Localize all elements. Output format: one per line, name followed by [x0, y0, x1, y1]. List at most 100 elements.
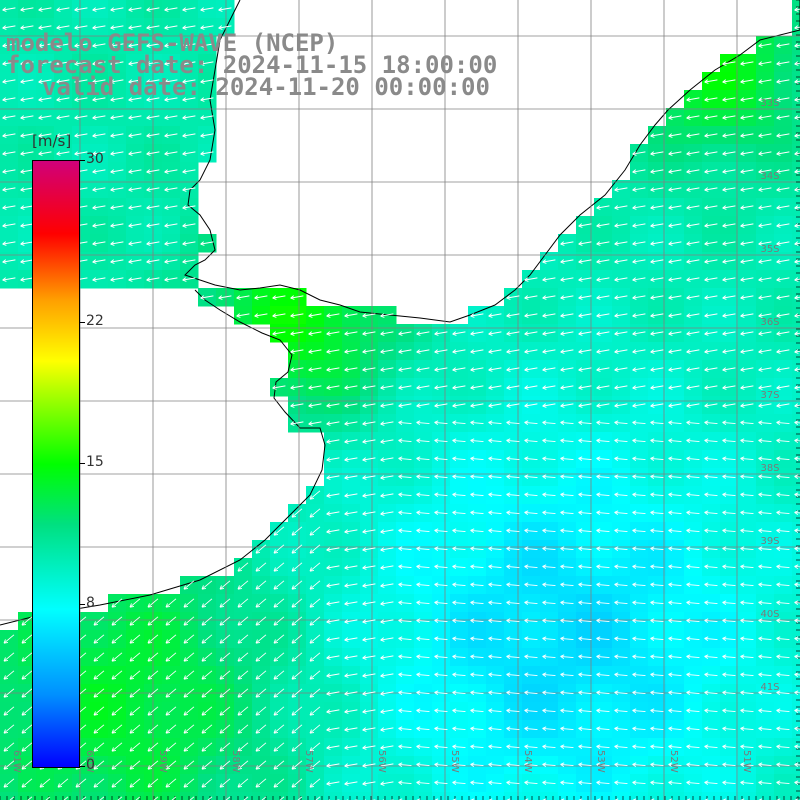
wind-arrow	[326, 529, 340, 534]
wind-arrow	[722, 313, 736, 318]
wind-arrow	[776, 636, 790, 642]
wind-arrow	[309, 490, 321, 500]
wind-arrow	[704, 600, 718, 606]
wind-arrow	[291, 670, 303, 680]
wind-arrow	[273, 580, 285, 590]
wind-arrow	[452, 600, 466, 606]
wind-arrow	[110, 25, 124, 30]
wind-arrow	[722, 151, 736, 156]
wind-arrow	[452, 349, 466, 354]
wind-arrow	[740, 151, 754, 156]
wind-arrow	[542, 313, 556, 318]
wind-arrow	[578, 259, 592, 264]
wind-arrow	[92, 277, 106, 282]
wind-arrow	[326, 457, 340, 462]
wind-arrow	[614, 187, 628, 192]
wind-arrow	[722, 492, 736, 498]
wind-arrow	[20, 115, 34, 120]
wind-arrow	[776, 618, 790, 624]
wind-arrow	[255, 616, 267, 626]
wind-arrow	[596, 438, 610, 444]
wind-arrow	[290, 367, 304, 372]
colorbar-tick-mark	[79, 321, 85, 323]
wind-arrow	[434, 690, 448, 696]
wind-arrow	[434, 564, 448, 570]
wind-arrow	[614, 277, 628, 282]
wind-arrow	[596, 385, 610, 390]
wind-arrow	[650, 546, 664, 552]
wind-arrow	[380, 655, 394, 660]
wind-arrow	[542, 618, 556, 624]
wind-arrow	[704, 115, 718, 120]
wind-arrow	[506, 403, 520, 408]
wind-arrow	[92, 97, 106, 102]
wind-arrow	[524, 438, 538, 444]
wind-arrow	[632, 313, 646, 318]
wind-arrow	[272, 295, 286, 300]
wind-arrow	[416, 420, 430, 426]
wind-arrow	[650, 187, 664, 192]
wind-arrow	[614, 367, 628, 372]
wind-arrow	[452, 474, 466, 480]
wind-arrow	[326, 691, 340, 696]
wind-arrow	[776, 564, 790, 570]
wind-arrow	[560, 456, 574, 462]
wind-arrow	[596, 403, 610, 408]
wind-arrow	[722, 564, 736, 570]
wind-arrow	[128, 97, 142, 102]
wind-arrow	[201, 688, 213, 698]
wind-arrow	[506, 690, 520, 696]
wind-arrow	[38, 97, 52, 102]
wind-arrow	[308, 367, 322, 372]
wind-arrow	[326, 349, 340, 354]
wind-arrow	[542, 403, 556, 408]
wind-arrow	[164, 133, 178, 138]
wind-arrow	[740, 636, 754, 642]
wind-arrow	[470, 636, 484, 642]
wind-arrow	[758, 385, 772, 390]
wind-arrow	[614, 600, 628, 606]
wind-arrow	[506, 708, 520, 714]
wind-arrow	[416, 690, 430, 696]
wind-arrow	[74, 61, 88, 66]
wind-arrow	[237, 688, 249, 698]
wind-arrow	[21, 688, 33, 698]
wind-arrow	[722, 61, 736, 66]
wind-arrow	[146, 97, 160, 102]
wind-arrow	[164, 7, 178, 12]
wind-arrow	[758, 61, 772, 66]
wind-arrow	[470, 690, 484, 696]
wind-arrow	[128, 25, 142, 30]
wind-arrow	[722, 349, 736, 354]
wind-arrow	[776, 79, 790, 84]
wind-arrow	[632, 241, 646, 246]
wind-arrow	[291, 508, 303, 518]
wind-arrow	[794, 115, 800, 120]
wind-arrow	[758, 654, 772, 660]
wind-arrow	[758, 367, 772, 372]
wind-arrow	[272, 313, 286, 318]
wind-arrow	[722, 546, 736, 552]
colorbar	[32, 160, 80, 768]
wind-arrow	[255, 670, 267, 680]
wind-arrow	[758, 510, 772, 516]
wind-arrow	[722, 654, 736, 660]
wind-arrow	[758, 169, 772, 174]
wind-arrow	[380, 547, 394, 552]
wind-arrow	[776, 420, 790, 426]
wind-arrow	[2, 25, 16, 30]
wind-arrow	[434, 618, 448, 624]
wind-arrow	[740, 474, 754, 480]
wind-arrow	[74, 151, 88, 156]
wind-arrow	[488, 438, 502, 444]
wind-arrow	[416, 672, 430, 678]
wind-arrow	[344, 637, 358, 642]
wind-arrow	[650, 636, 664, 642]
wind-arrow	[524, 313, 538, 318]
wind-arrow	[596, 654, 610, 660]
wind-arrow	[362, 601, 376, 606]
wind-arrow	[722, 331, 736, 336]
valid-date: valid date: 2024-11-20 00:00:00	[42, 73, 490, 101]
wind-arrow	[704, 259, 718, 264]
wind-arrow	[560, 367, 574, 372]
